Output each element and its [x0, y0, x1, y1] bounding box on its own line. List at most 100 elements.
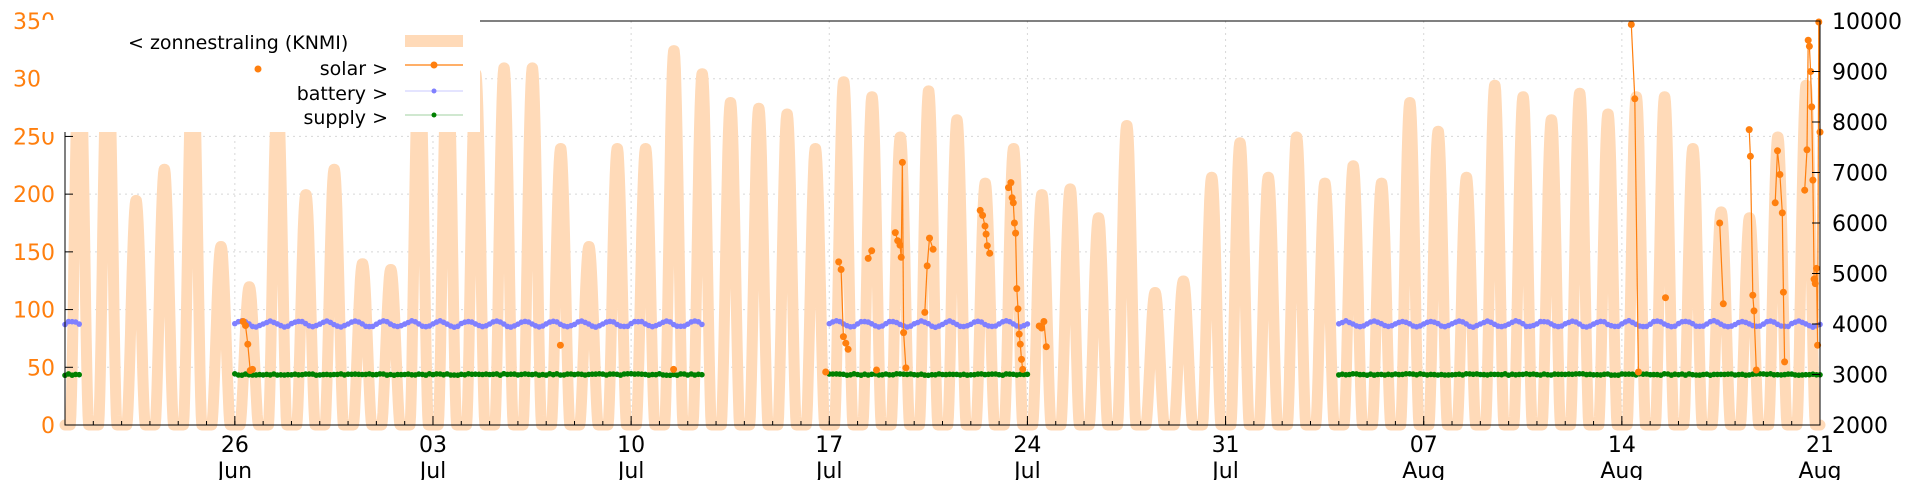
solar-point — [1019, 365, 1027, 373]
solar-point — [249, 365, 256, 373]
solar-point — [1801, 186, 1809, 194]
y-right-tick-label: 3000 — [1832, 364, 1888, 389]
supply-point — [1024, 371, 1031, 378]
legend-stray-solar-point — [254, 65, 262, 73]
legend-label-battery: battery > — [297, 83, 388, 105]
solar-point — [1813, 264, 1820, 272]
solar-point — [839, 333, 847, 341]
x-tick-label-day: 24 — [1013, 433, 1041, 458]
battery-point — [76, 321, 82, 327]
solar-line — [1634, 98, 1639, 373]
solar-point — [1807, 68, 1815, 75]
x-tick-label-month: Jul — [1012, 459, 1041, 480]
solar-point — [1805, 42, 1813, 50]
solar-point — [1014, 305, 1022, 313]
x-tick-label-day: 14 — [1608, 433, 1636, 458]
legend-label-zonnestraling: < zonnestraling (KNMI) — [128, 32, 348, 54]
axes: 0501001502002503003502000300040005000600… — [13, 10, 1902, 480]
solar-point — [1716, 219, 1724, 227]
solar-point — [896, 241, 904, 249]
solar-point — [1779, 288, 1787, 296]
x-tick-label-day: 21 — [1806, 433, 1834, 458]
y-left-tick-label: 100 — [13, 299, 55, 324]
solar-point — [1809, 176, 1817, 184]
solar-line — [1810, 71, 1813, 107]
legend-swatch-zonnestraling — [405, 35, 463, 47]
legend-marker-battery — [431, 88, 437, 94]
y-right-tick-label: 10000 — [1832, 10, 1902, 35]
x-tick-label-month: Aug — [1402, 459, 1445, 480]
solar-line — [1630, 24, 1636, 99]
legend-marker-solar — [430, 61, 438, 69]
solar-point — [1746, 152, 1754, 160]
solar-point — [926, 234, 933, 242]
solar-point — [864, 254, 872, 262]
solar-point — [1662, 294, 1669, 302]
legend-marker-supply — [431, 112, 437, 118]
solar-point — [981, 222, 989, 230]
x-tick-label-day: 17 — [815, 433, 843, 458]
solar-line — [1779, 174, 1783, 213]
solar-point — [822, 368, 830, 376]
solar-point — [979, 211, 987, 219]
solar-point — [921, 308, 929, 316]
solar-point — [1018, 355, 1025, 363]
x-tick-label-month: Jul — [1210, 459, 1239, 480]
x-tick-label-day: 03 — [419, 433, 447, 458]
solar-point — [1719, 300, 1727, 308]
y-right-tick-label: 4000 — [1832, 313, 1888, 338]
solar-point — [1804, 36, 1812, 44]
legend-label-supply: supply > — [303, 107, 388, 129]
y-right-tick-label: 7000 — [1832, 162, 1888, 187]
solar-point — [1016, 340, 1024, 348]
solar-point — [842, 339, 850, 347]
solar-point — [1627, 21, 1635, 28]
solar-line — [1043, 321, 1047, 347]
solar-point — [986, 249, 994, 257]
x-tick-label-day: 10 — [617, 433, 645, 458]
solar-point — [835, 258, 843, 266]
solar-point — [1038, 324, 1046, 332]
solar-point — [1803, 146, 1811, 154]
series-marks — [62, 18, 1824, 379]
solar-point — [891, 229, 899, 237]
legend-label-solar: solar > — [320, 58, 388, 80]
solar-point — [1781, 358, 1789, 366]
solar-point — [900, 329, 908, 337]
solar-point — [1042, 343, 1050, 351]
solar-point — [902, 364, 910, 372]
y-left-tick-label: 200 — [13, 183, 55, 208]
solar-point — [1010, 219, 1018, 227]
solar-point — [844, 345, 852, 353]
solar-point — [1778, 209, 1786, 217]
solar-line — [1781, 212, 1784, 293]
x-tick-label-month: Jul — [616, 459, 645, 480]
solar-point — [1811, 280, 1819, 288]
battery-point — [699, 321, 705, 328]
x-tick-label-month: Jun — [216, 459, 252, 480]
solar-point — [1009, 199, 1017, 207]
solar-line — [1719, 222, 1724, 304]
solar-point — [1808, 103, 1816, 111]
solar-point — [1774, 147, 1781, 155]
solar-line — [926, 238, 931, 266]
y-left-tick-label: 50 — [27, 356, 55, 381]
solar-line — [247, 344, 251, 371]
solar-point — [556, 341, 564, 349]
solar-point — [1814, 341, 1822, 349]
solar-line — [840, 269, 844, 337]
solar-point — [929, 245, 937, 253]
solar-point — [670, 365, 678, 373]
x-tick-label-month: Aug — [1799, 459, 1842, 480]
solar-point — [242, 322, 249, 329]
solar-point — [983, 242, 991, 250]
solar-point — [1745, 126, 1753, 134]
solar-point — [244, 340, 252, 348]
solar-point — [1012, 229, 1020, 237]
solar-point — [1815, 18, 1823, 26]
solar-line — [1816, 21, 1820, 346]
solar-line — [1015, 233, 1018, 289]
x-tick-label-day: 31 — [1212, 433, 1240, 458]
solar-point — [897, 253, 905, 261]
x-tick-label-day: 26 — [221, 433, 249, 458]
